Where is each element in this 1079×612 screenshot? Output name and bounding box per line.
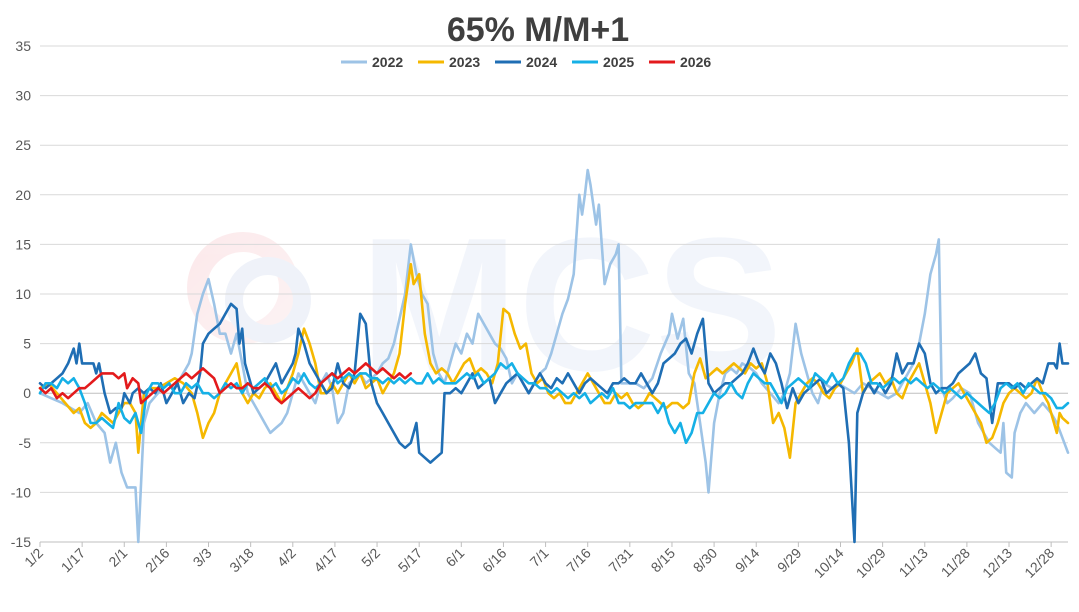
y-tick-label: 20 — [15, 187, 31, 203]
x-tick-label: 3/18 — [226, 545, 257, 576]
y-axis-ticks: -15 -10 -5 0 5 10 15 20 25 30 35 — [11, 38, 31, 550]
y-tick-label: -10 — [11, 484, 31, 500]
x-tick-label: 6/16 — [479, 545, 510, 576]
x-tick-label: 7/31 — [605, 545, 636, 576]
y-tick-label: 15 — [15, 236, 31, 252]
x-tick-label: 8/30 — [690, 545, 721, 576]
x-tick-label: 5/17 — [395, 545, 426, 576]
y-tick-label: 25 — [15, 137, 31, 153]
y-tick-label: 0 — [23, 385, 31, 401]
x-tick-label: 8/15 — [648, 545, 679, 576]
x-tick-label: 2/1 — [105, 545, 130, 570]
x-tick-label: 2/16 — [142, 545, 173, 576]
series-lines — [38, 168, 1070, 544]
x-tick-label: 9/14 — [732, 545, 763, 576]
series-line-2026 — [38, 362, 413, 405]
x-tick-label: 11/13 — [896, 545, 932, 581]
grid — [40, 45, 1068, 543]
x-tick-label: 10/14 — [811, 545, 847, 581]
legend-label-2026: 2026 — [680, 54, 711, 70]
y-tick-label: -15 — [11, 534, 31, 550]
x-tick-label: 4/2 — [274, 545, 299, 570]
chart-title: 65% M/M+1 — [447, 11, 629, 49]
y-tick-label: 30 — [15, 88, 31, 104]
x-axis-ticks: 1/2 1/17 2/1 2/16 3/3 3/18 4/2 4/17 5/2 5/17 6/1 6/… — [21, 542, 1057, 581]
y-tick-label: 10 — [15, 286, 31, 302]
y-tick-label: 5 — [23, 336, 31, 352]
x-tick-label: 10/29 — [853, 545, 889, 581]
x-tick-label: 11/28 — [938, 545, 974, 581]
y-tick-label: 35 — [15, 38, 31, 54]
series-line-2023 — [38, 262, 1070, 459]
legend-label-2024: 2024 — [526, 54, 557, 70]
x-tick-label: 7/1 — [527, 545, 552, 570]
x-tick-label: 3/3 — [190, 545, 215, 570]
x-tick-label: 4/17 — [310, 545, 341, 576]
x-tick-label: 5/2 — [358, 545, 383, 570]
legend-label-2023: 2023 — [449, 54, 480, 70]
x-tick-label: 9/29 — [774, 545, 805, 576]
legend: 2022 2023 2024 2025 2026 — [341, 54, 711, 70]
legend-label-2022: 2022 — [372, 54, 403, 70]
x-tick-label: 12/28 — [1021, 545, 1057, 581]
y-tick-label: -5 — [19, 435, 32, 451]
series-line-2024 — [38, 302, 1070, 544]
x-tick-label: 12/13 — [979, 545, 1015, 581]
x-tick-label: 7/16 — [563, 545, 594, 576]
legend-label-2025: 2025 — [603, 54, 634, 70]
axes — [40, 392, 1068, 543]
x-tick-label: 1/17 — [58, 545, 89, 576]
x-tick-label: 6/1 — [442, 545, 467, 570]
series-line-2025 — [38, 352, 1070, 445]
